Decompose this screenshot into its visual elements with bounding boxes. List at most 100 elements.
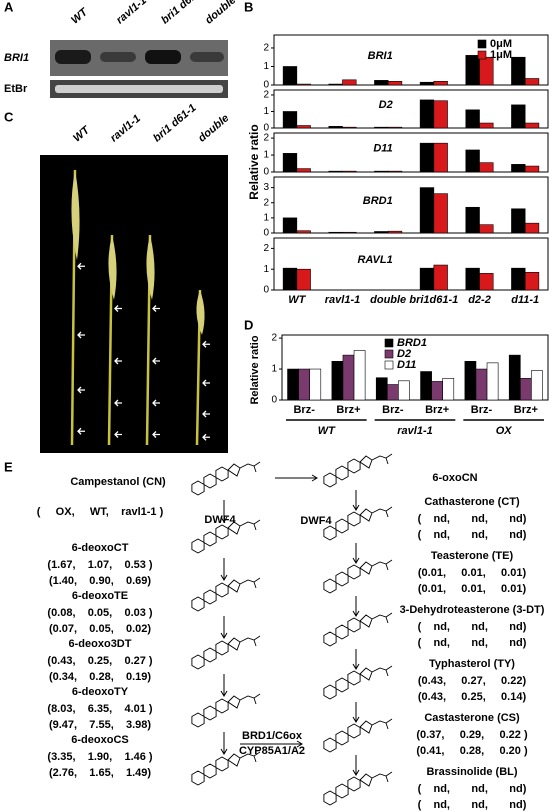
value-row: (9.47, 7.55, 3.98) xyxy=(49,719,151,731)
x-tick-label: Brz- xyxy=(471,404,493,416)
legend-label: D11 xyxy=(397,359,416,371)
value-row: (0.08, 0.05, 0.03 ) xyxy=(47,607,153,619)
arrow xyxy=(220,616,228,639)
legend-label: 1μM xyxy=(490,49,512,61)
bar xyxy=(465,55,480,86)
arrow xyxy=(114,399,122,407)
bar xyxy=(442,378,455,401)
bar xyxy=(524,165,540,173)
value-row: (0.34, 0.28, 0.19) xyxy=(49,671,151,683)
x-tick-label: Brz+ xyxy=(425,404,449,416)
row-label: BRI1 xyxy=(4,52,29,64)
bar xyxy=(331,361,344,401)
group-label: OX xyxy=(496,425,513,437)
arrow xyxy=(114,305,122,312)
arrow xyxy=(202,410,210,418)
compound: Campestanol (CN) xyxy=(70,476,166,488)
structure xyxy=(191,751,261,786)
ring xyxy=(323,506,393,541)
y-axis-label: Relative ratio xyxy=(249,335,261,404)
value-row: ( nd, nd, nd) xyxy=(418,637,527,649)
arrow xyxy=(220,500,228,523)
bar xyxy=(298,368,311,401)
ring xyxy=(323,559,393,594)
structure xyxy=(191,693,261,728)
plot-frame xyxy=(273,34,549,86)
chart-title: D11 xyxy=(373,142,392,154)
y-tick-label: 2 xyxy=(263,133,269,144)
arrow xyxy=(352,755,360,776)
bar xyxy=(328,126,343,129)
panicle xyxy=(108,235,117,300)
arrow xyxy=(152,305,160,312)
x-tick-label: d2-2 xyxy=(468,294,491,306)
arrow xyxy=(152,431,160,438)
y-tick-label: 1 xyxy=(263,61,269,72)
bar xyxy=(374,231,389,234)
lane-label: bri1 d61-1 xyxy=(151,102,199,145)
compound: 6-deoxo3DT xyxy=(69,638,132,650)
compound: 6-deoxoCT xyxy=(72,542,129,554)
ring xyxy=(191,577,261,612)
compound: 6-oxoCN xyxy=(432,472,477,484)
bar xyxy=(433,80,448,86)
structure xyxy=(191,635,261,670)
lane-label: double xyxy=(203,0,238,27)
legend-swatch xyxy=(384,360,394,370)
x-tick-label: Brz- xyxy=(293,404,315,416)
structure xyxy=(323,559,393,594)
panel-label: A xyxy=(4,0,14,14)
bar xyxy=(479,122,494,129)
value-row: (0.43, 0.25, 0.14) xyxy=(418,691,527,703)
bar xyxy=(464,361,477,401)
arrow xyxy=(220,558,228,581)
ring xyxy=(323,718,393,753)
bar xyxy=(511,164,526,173)
arrow xyxy=(77,262,85,270)
value-row: (0.43, 0.27, 0.22) xyxy=(418,675,527,687)
bar xyxy=(465,267,480,291)
structure xyxy=(323,718,393,753)
value-row: (0.41, 0.28, 0.20 ) xyxy=(416,745,528,757)
ring xyxy=(323,665,393,700)
bar xyxy=(524,78,540,86)
y-tick-label: 0 xyxy=(271,395,277,406)
group-label: WT xyxy=(318,425,336,437)
x-tick-label: Brz- xyxy=(382,404,404,416)
band xyxy=(190,52,224,62)
compound: Brassinolide (BL) xyxy=(426,766,517,778)
compound: Teasterone (TE) xyxy=(431,550,514,562)
ring xyxy=(191,693,261,728)
bar xyxy=(296,230,311,234)
bar xyxy=(479,162,494,173)
x-tick-label: ravl1-1 xyxy=(325,294,360,306)
lane-label: bri1 d61-1 xyxy=(159,0,207,27)
compound: 6-deoxoTE xyxy=(72,590,128,602)
lane-label: ravl1-1 xyxy=(108,113,143,145)
legend-swatch xyxy=(477,39,487,49)
arrow xyxy=(352,649,360,670)
plot-frame xyxy=(273,237,549,291)
bar xyxy=(387,80,403,86)
chart-title: BRI1 xyxy=(368,50,393,62)
value-row: (0.43, 0.25, 0.27 ) xyxy=(47,655,153,667)
bar xyxy=(419,267,435,291)
value-row: ( nd, nd, nd) xyxy=(418,783,527,795)
bar xyxy=(531,370,543,401)
bar xyxy=(342,170,357,173)
bar xyxy=(465,109,480,129)
y-tick-label: 1 xyxy=(263,213,269,224)
lane-label: WT xyxy=(69,6,91,27)
bar xyxy=(433,193,448,234)
ring xyxy=(191,461,261,496)
bar xyxy=(282,217,298,234)
y-tick-label: 1 xyxy=(263,106,269,117)
y-tick-label: 1 xyxy=(271,364,277,375)
bar xyxy=(519,378,532,401)
bar xyxy=(296,168,311,173)
x-tick-label: Brz+ xyxy=(336,404,360,416)
bar xyxy=(508,354,521,401)
row-label: EtBr xyxy=(4,83,28,95)
compound: 3-Dehydroteasterone (3-DT) xyxy=(400,604,545,616)
